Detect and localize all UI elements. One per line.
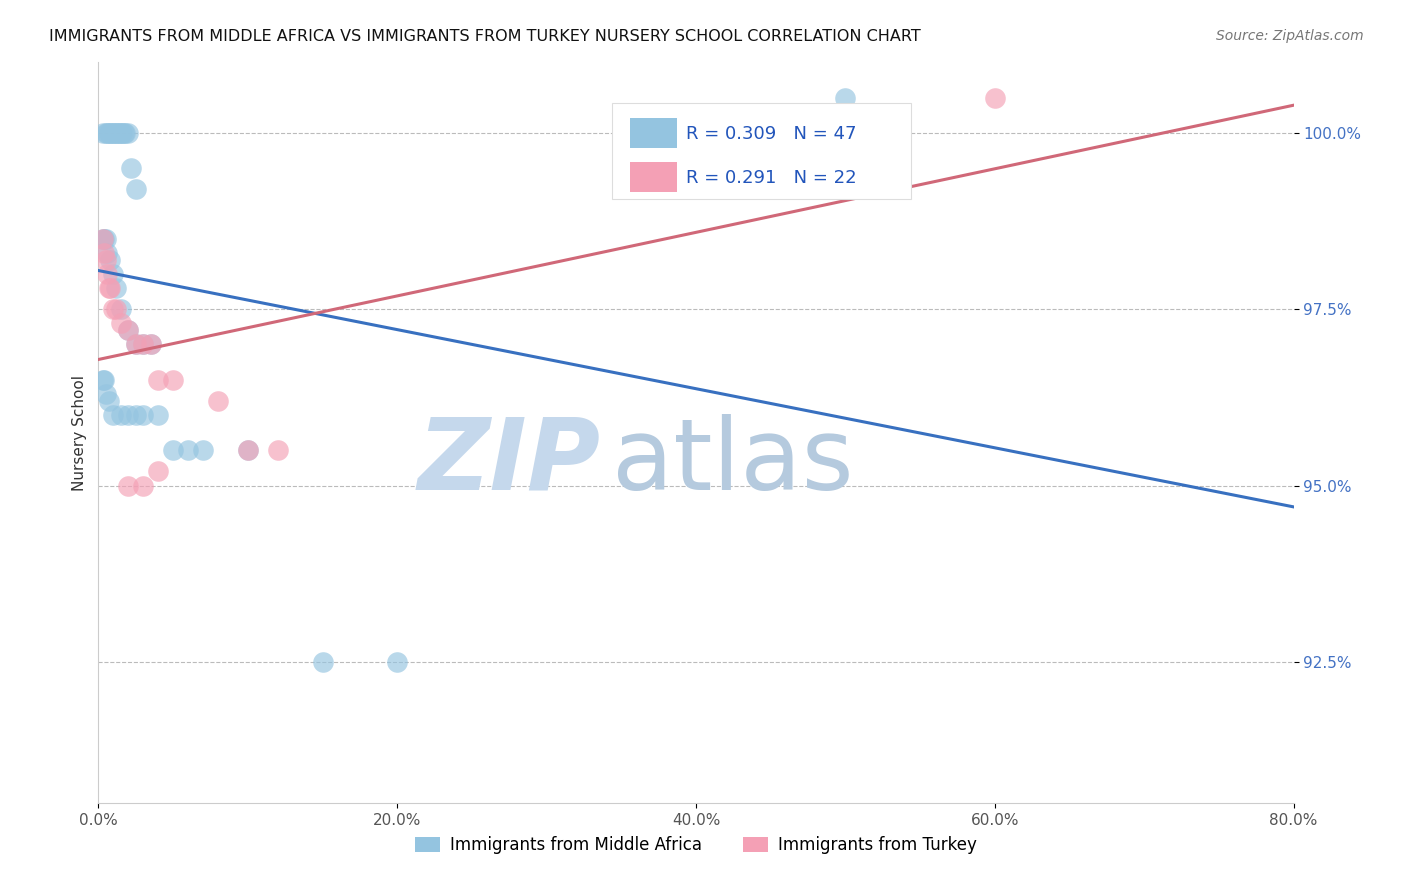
Point — [236, 443, 259, 458]
Point — [98, 281, 122, 295]
Point — [834, 91, 856, 105]
FancyBboxPatch shape — [613, 103, 911, 200]
Point — [103, 302, 125, 317]
FancyBboxPatch shape — [630, 162, 676, 192]
Point — [236, 443, 259, 458]
Point — [117, 126, 139, 140]
Point — [96, 267, 118, 281]
Point — [177, 443, 200, 458]
Point — [97, 393, 120, 408]
Point — [148, 408, 170, 422]
Point — [91, 126, 114, 140]
Text: ZIP: ZIP — [418, 414, 600, 511]
Point — [162, 373, 184, 387]
Point — [93, 373, 115, 387]
Point — [117, 323, 139, 337]
Point — [207, 393, 229, 408]
Point — [125, 182, 148, 196]
Point — [132, 337, 155, 351]
Point — [117, 478, 139, 492]
Point — [132, 408, 155, 422]
Point — [148, 373, 170, 387]
Point — [148, 464, 170, 478]
Point — [105, 126, 128, 140]
Point — [984, 91, 1007, 105]
Point — [117, 323, 139, 337]
Point — [103, 408, 125, 422]
Point — [112, 126, 135, 140]
Y-axis label: Nursery School: Nursery School — [72, 375, 87, 491]
Text: IMMIGRANTS FROM MIDDLE AFRICA VS IMMIGRANTS FROM TURKEY NURSERY SCHOOL CORRELATI: IMMIGRANTS FROM MIDDLE AFRICA VS IMMIGRA… — [49, 29, 921, 44]
Point — [98, 126, 122, 140]
Point — [385, 655, 409, 669]
Point — [110, 408, 132, 422]
Point — [110, 316, 132, 330]
Point — [94, 387, 117, 401]
Point — [103, 126, 125, 140]
Point — [94, 126, 117, 140]
Point — [91, 232, 114, 246]
Point — [120, 161, 142, 176]
Text: Source: ZipAtlas.com: Source: ZipAtlas.com — [1216, 29, 1364, 43]
Point — [108, 126, 131, 140]
Point — [93, 245, 115, 260]
Point — [111, 126, 134, 140]
Point — [107, 126, 129, 140]
Point — [105, 302, 128, 317]
FancyBboxPatch shape — [630, 118, 676, 147]
Point — [91, 232, 114, 246]
Point — [139, 337, 162, 351]
Point — [110, 126, 132, 140]
Text: atlas: atlas — [613, 414, 853, 511]
Point — [191, 443, 214, 458]
Point — [96, 245, 118, 260]
Point — [91, 373, 114, 387]
Point — [105, 281, 128, 295]
Point — [94, 232, 117, 246]
Point — [125, 337, 148, 351]
Point — [139, 337, 162, 351]
Point — [267, 443, 290, 458]
Point — [117, 408, 139, 422]
Text: R = 0.291   N = 22: R = 0.291 N = 22 — [686, 169, 858, 187]
Point — [96, 126, 118, 140]
Legend: Immigrants from Middle Africa, Immigrants from Turkey: Immigrants from Middle Africa, Immigrant… — [408, 830, 984, 861]
Point — [132, 478, 155, 492]
Point — [125, 337, 148, 351]
Point — [97, 126, 120, 140]
Text: R = 0.309   N = 47: R = 0.309 N = 47 — [686, 125, 856, 143]
Point — [132, 337, 155, 351]
Point — [162, 443, 184, 458]
Point — [114, 126, 136, 140]
Point — [97, 281, 120, 295]
Point — [103, 267, 125, 281]
Point — [101, 126, 124, 140]
Point — [93, 232, 115, 246]
Point — [125, 408, 148, 422]
Point — [104, 126, 127, 140]
Point — [98, 252, 122, 267]
Point — [311, 655, 333, 669]
Point — [94, 252, 117, 267]
Point — [110, 302, 132, 317]
